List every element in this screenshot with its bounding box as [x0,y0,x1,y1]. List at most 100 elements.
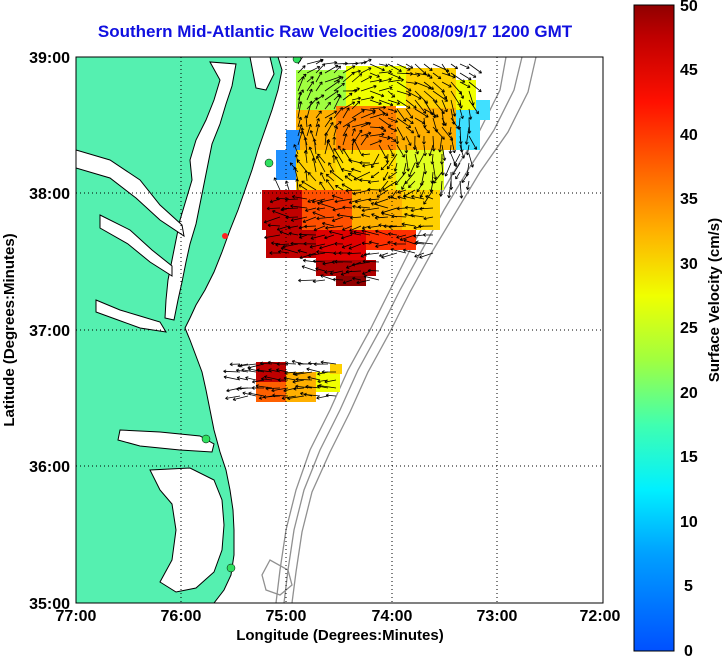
velocity-arrow [291,195,308,200]
velocity-arrow [315,123,321,137]
velocity-arrow [357,205,371,209]
velocity-arrow [308,146,317,164]
velocity-arrow [388,224,407,229]
velocity-arrow [423,81,434,90]
velocity-arrow [352,276,362,281]
velocity-arrow [453,153,461,166]
velocity-arrow [405,126,415,134]
velocity-arrow [459,180,464,199]
velocity-arrow [271,241,281,246]
velocity-arrow [342,124,350,137]
velocity-arrow [397,195,407,200]
james-river [95,299,167,333]
velocity-arrow [331,194,344,200]
velocity-arrow [419,252,434,259]
velocity-arrow [298,184,308,191]
x-axis-label: Longitude (Degrees:Minutes) [236,627,444,644]
velocity-arrow [332,136,337,146]
plot-frame [75,56,604,604]
velocity-arrow [320,274,335,281]
velocity-arrow [363,252,380,257]
velocity-arrow [425,195,434,200]
velocity-arrow [404,212,416,218]
velocity-arrow [272,393,289,398]
velocity-arrow [297,91,302,110]
colorbar-tick: 10 [680,514,698,531]
velocity-arrow [284,197,299,202]
velocity-arrow [360,95,375,101]
velocity-arrow [369,105,387,110]
velocity-arrow [393,162,398,172]
velocity-arrow [367,225,380,230]
velocity-arrow [386,153,398,170]
velocity-arrow [349,231,362,236]
velocity-arrow [455,171,461,180]
velocity-arrow [452,162,461,176]
velocity-arrow [393,242,407,246]
velocity-arrow [271,387,289,393]
velocity-arrow [321,370,337,374]
velocity-arrow [333,76,344,83]
velocity-arrow [353,138,362,155]
velocity-arrow [301,180,317,191]
velocity-arrow [315,71,323,83]
velocity-arrow [422,233,434,237]
velocity-arrow [324,270,335,274]
velocity-arrow [459,90,465,99]
velocity-arrow [380,162,389,171]
velocity-arrow [401,222,416,227]
velocity-arrow [341,243,353,249]
velocity-arrow [351,261,371,267]
velocity-arrow [305,384,321,389]
velocity-arrow [378,180,389,193]
velocity-arrow [408,180,416,189]
velocity-arrow [299,252,317,260]
velocity-arrow [351,69,361,74]
velocity-arrow [304,115,309,128]
velocity-arrow [459,99,463,109]
velocity-arrow [441,81,452,88]
velocity-arrow [329,230,344,236]
velocity-arrow [277,378,289,382]
velocity-arrow [283,376,297,381]
velocity-arrow [399,234,416,242]
velocity-arrow [432,126,445,140]
velocity-arrow [378,99,394,107]
velocity-arrow [414,99,427,114]
velocity-arrow [288,231,299,236]
velocity-arrow [468,99,479,115]
velocity-arrow [325,173,335,182]
velocity-arrow [360,122,371,128]
colorbar-tick: 20 [680,385,698,402]
velocity-arrow [304,224,317,229]
velocity-arrow [333,107,343,119]
velocity-arrow [423,63,433,71]
velocity-arrow [316,206,326,211]
velocity-arrow [405,63,414,69]
velocity-arrow [315,81,323,92]
velocity-arrow [360,58,372,65]
velocity-arrow [465,144,470,156]
velocity-arrow [236,376,249,381]
velocity-vectors [223,57,482,402]
velocity-arrow [248,391,265,397]
velocity-arrow [239,363,257,368]
velocity-arrow [359,160,371,165]
colorbar-tick: 40 [680,127,698,144]
velocity-arrow [378,63,389,68]
velocity-arrow [324,110,338,119]
x-tick: 77:00 [56,608,97,625]
velocity-arrow [276,225,290,231]
x-tick: 74:00 [372,608,413,625]
velocity-arrow [351,87,360,92]
velocity-arrow [374,215,389,220]
velocity-arrow [306,367,321,373]
velocity-arrow [297,57,304,65]
velocity-arrow [405,117,414,125]
velocity-arrow [404,171,416,185]
velocity-arrow [378,135,391,140]
velocity-arrow [296,159,308,173]
colorbar-tick: 35 [680,191,698,208]
velocity-arrow [315,94,325,101]
velocity-arrow [352,189,371,196]
